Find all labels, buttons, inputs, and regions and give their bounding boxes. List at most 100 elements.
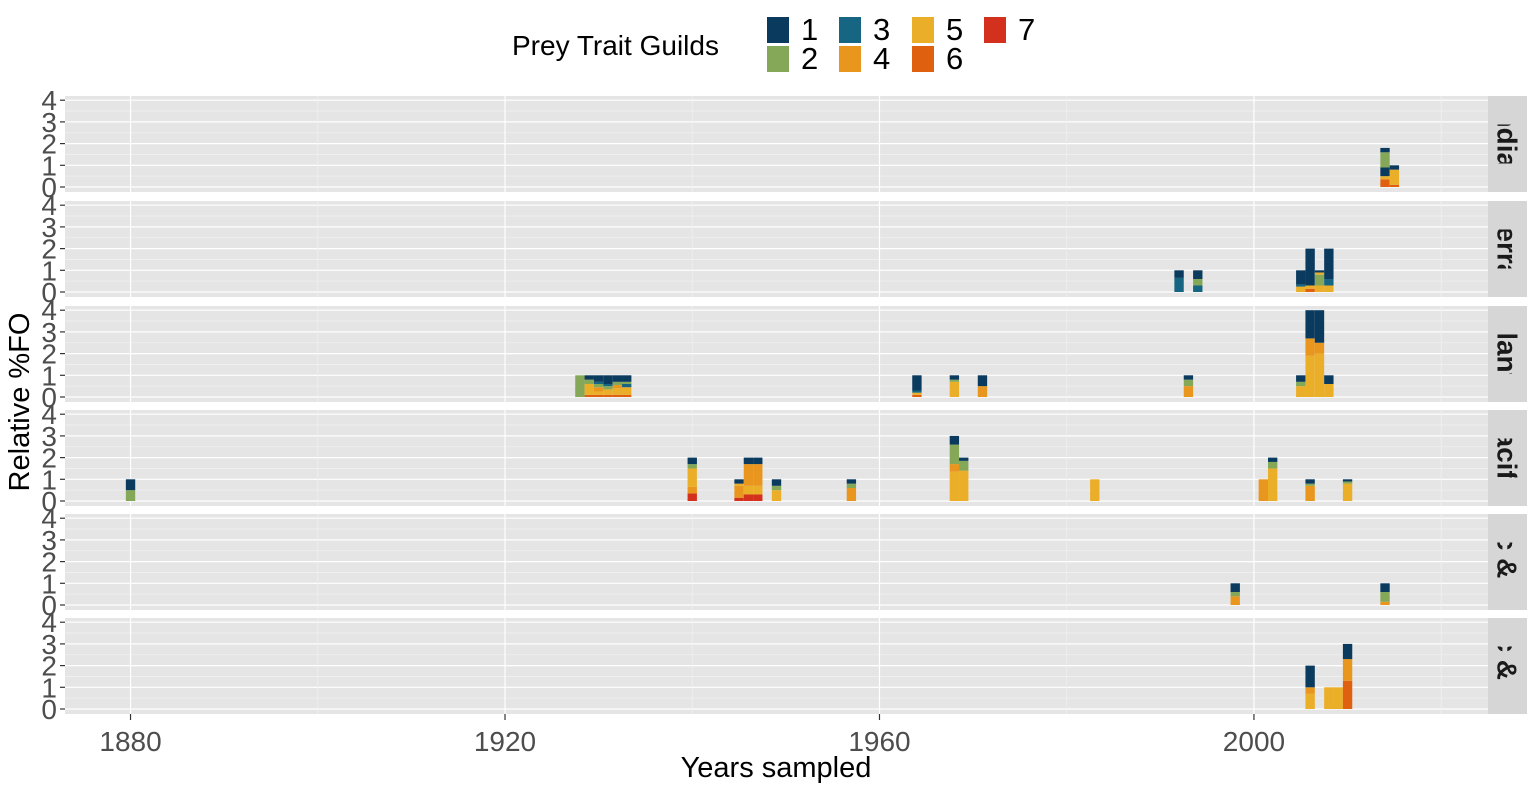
y-tick-label: 2: [41, 129, 57, 160]
bar-segment: [753, 457, 763, 465]
bar-segment: [1389, 165, 1400, 170]
legend-title: Prey Trait Guilds: [512, 30, 719, 61]
bar-segment: [603, 394, 613, 397]
bar-segment: [912, 390, 922, 393]
bar-segment: [612, 381, 623, 386]
bar-segment: [593, 391, 604, 395]
bar-segment: [612, 385, 623, 389]
bar-segment: [1389, 169, 1400, 185]
bar-segment: [1305, 310, 1315, 339]
bar-segment: [1305, 288, 1315, 292]
bar-segment: [949, 435, 960, 445]
bar-segment: [622, 375, 632, 382]
facet-strip: [1488, 514, 1527, 610]
facet-strip: [1488, 306, 1527, 402]
bar-segment: [1314, 285, 1325, 292]
bar-segment: [977, 386, 988, 397]
bar-segment: [959, 460, 969, 471]
bar-segment: [1267, 457, 1278, 462]
bar-segment: [1314, 353, 1325, 397]
bar-segment: [1296, 386, 1306, 397]
facet-label: Atlantic & Pacific: [1492, 448, 1523, 677]
bar-segment: [1380, 601, 1390, 605]
bar-segment: [846, 479, 857, 484]
y-tick-label: 4: [41, 295, 57, 326]
legend-label-guild-7: 7: [1018, 12, 1036, 47]
bar-segment: [1380, 147, 1390, 153]
x-axis-label: Years sampled: [681, 752, 872, 784]
facet-label: Indian: [1492, 103, 1523, 185]
bar-segment: [575, 375, 585, 397]
x-tick-label: 1880: [99, 726, 161, 757]
facet-label: Atlantic: [1492, 303, 1523, 406]
bar-segment: [1380, 179, 1390, 187]
bar-segment: [687, 493, 697, 501]
bar-segment: [1380, 152, 1390, 168]
y-tick-label: 1: [41, 464, 57, 495]
legend-swatch-guild-5: [912, 17, 934, 43]
bar-segment: [1305, 285, 1315, 289]
y-tick-label: 2: [41, 234, 57, 265]
facet-label: Pacific & Indian: [1492, 562, 1523, 771]
bar-segment: [1230, 591, 1240, 597]
bar-segment: [584, 383, 594, 395]
y-tick-label: 0: [41, 172, 57, 203]
bar-segment: [949, 444, 960, 465]
bar-segment: [1342, 680, 1353, 709]
bar-segment: [977, 375, 988, 387]
y-tick-label: 3: [41, 525, 57, 556]
bar-segment: [593, 381, 604, 384]
bar-segment: [959, 470, 969, 501]
bar-segment: [687, 457, 697, 465]
bar-segment: [1305, 338, 1315, 356]
bar-segment: [593, 383, 604, 388]
bar-segment: [603, 389, 613, 395]
bar-segment: [1324, 248, 1334, 279]
bar-segment: [1333, 687, 1343, 709]
y-tick-label: 3: [41, 107, 57, 138]
y-tick-label: 0: [41, 277, 57, 308]
bar-segment: [734, 479, 744, 484]
bar-segment: [949, 381, 960, 397]
bar-segment: [1296, 381, 1306, 387]
legend-label-guild-3: 3: [873, 12, 891, 47]
bar-segment: [1314, 342, 1325, 354]
legend-swatch-guild-3: [839, 17, 861, 43]
bar-segment: [743, 464, 754, 486]
bar-segment: [753, 494, 763, 501]
bar-segment: [734, 483, 744, 486]
y-tick-label: 1: [41, 568, 57, 599]
y-tick-label: 1: [41, 255, 57, 286]
bar-segment: [1380, 167, 1390, 177]
y-tick-label: 2: [41, 547, 57, 578]
bar-segment: [1090, 479, 1100, 501]
legend-item-guild-2: 2: [767, 41, 827, 76]
y-tick-label: 4: [41, 85, 57, 116]
y-tick-label: 0: [41, 486, 57, 517]
bar-segment: [687, 486, 697, 494]
bar-segment: [622, 381, 632, 384]
bar-segment: [734, 497, 744, 501]
legend-item-guild-7: 7: [984, 12, 1044, 47]
bar-segment: [949, 375, 960, 380]
bar-segment: [1258, 479, 1268, 501]
bar-segment: [1305, 483, 1315, 486]
bar-segment: [1342, 659, 1353, 681]
facet-label: Pacific: [1492, 413, 1523, 503]
x-axis: 1880 1920 1960 2000: [99, 714, 1285, 757]
facet-strip: [1488, 201, 1527, 297]
bar-segment: [622, 394, 632, 397]
bar-segment: [603, 386, 613, 390]
legend-item-guild-6: 6: [912, 41, 972, 76]
facet-strip: [1488, 96, 1527, 192]
y-tick-label: 0: [41, 590, 57, 621]
legend-swatch-guild-6: [912, 46, 934, 72]
facet-label: Mediterranean: [1492, 153, 1523, 344]
x-tick-label: 1920: [474, 726, 536, 757]
legend-swatch-guild-2: [767, 46, 789, 72]
bar-segment: [1314, 310, 1325, 343]
bar-segment: [1305, 479, 1315, 484]
